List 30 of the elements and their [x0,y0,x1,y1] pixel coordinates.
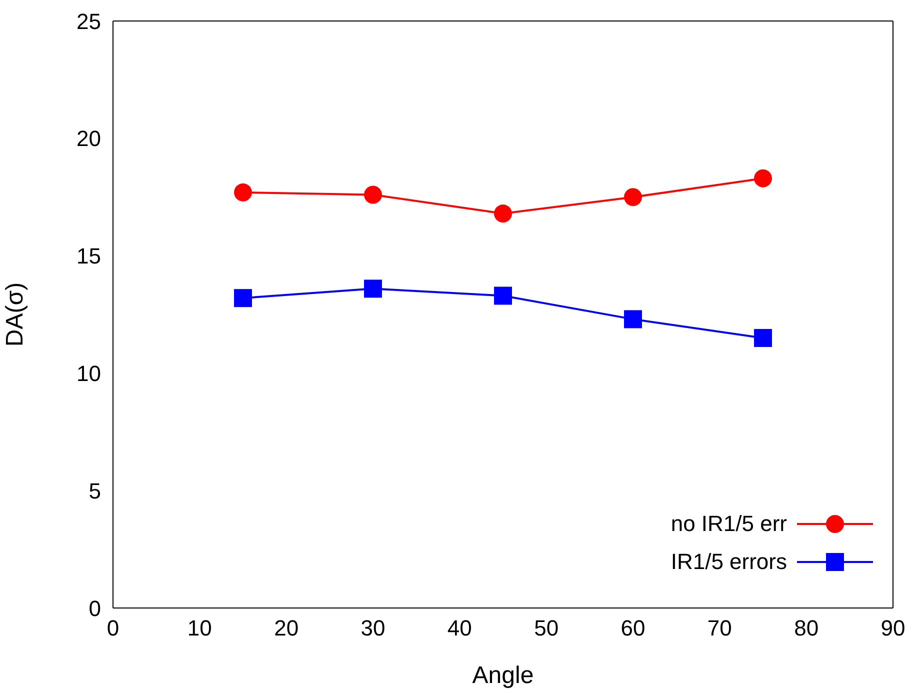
x-tick-label: 0 [106,616,120,641]
point [494,286,512,305]
point [624,188,642,206]
x-tick-label: 40 [447,616,472,641]
point [234,289,252,308]
x-tick-label: 80 [794,616,819,641]
point [754,328,772,347]
point [624,310,642,328]
x-tick-label: 10 [187,616,212,641]
y-axis-title: DA(σ) [2,282,29,347]
y-tick-label: 0 [88,596,101,621]
point [754,169,772,188]
y-tick-label: 10 [76,361,101,386]
x-tick-label: 50 [534,616,559,641]
legend-label: no IR1/5 err [670,511,787,537]
point [494,204,512,223]
x-tick-label: 20 [274,616,299,641]
x-tick-label: 70 [707,616,732,641]
point [234,183,252,202]
y-tick-label: 25 [76,8,101,34]
y-tick-label: 5 [88,478,101,504]
y-tick-label: 20 [76,126,101,152]
x-tick-label: 90 [880,616,906,641]
point [364,186,382,204]
x-axis-title: Angle [472,662,534,689]
y-tick-label: 15 [76,244,101,269]
x-tick-label: 60 [620,616,646,641]
legend-label: IR1/5 errors [670,549,787,575]
x-tick-label: 30 [360,616,386,641]
point [364,280,382,298]
